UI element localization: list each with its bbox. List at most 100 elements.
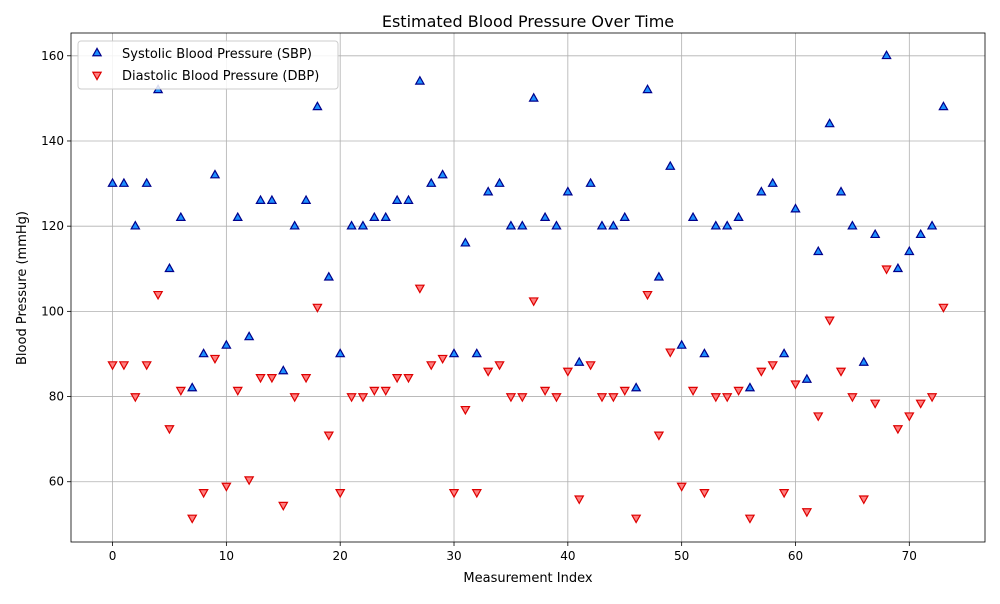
dbp-point: [585, 361, 596, 371]
sbp-point: [312, 101, 323, 111]
dbp-point: [448, 489, 460, 499]
plot-frame: [70, 32, 986, 543]
dbp-point: [938, 303, 949, 313]
sbp-point: [346, 220, 357, 230]
dbp-point: [710, 393, 721, 403]
dbp-point: [756, 367, 767, 377]
sbp-point: [938, 101, 949, 111]
dbp-point: [312, 303, 323, 313]
dbp-point: [619, 386, 630, 396]
dbp-point: [835, 367, 847, 377]
y-tick-label: 140: [41, 134, 64, 148]
sbp-point: [209, 169, 221, 179]
sbp-point: [460, 237, 471, 247]
y-tick-label: 120: [41, 219, 64, 233]
dbp-point: [596, 393, 608, 403]
sbp-point: [426, 177, 437, 187]
sbp-point: [710, 220, 721, 230]
dbp-point: [665, 348, 676, 358]
dbp-point: [175, 386, 187, 396]
dbp-point: [346, 393, 357, 403]
sbp-point: [300, 194, 312, 204]
sbp-point: [391, 194, 403, 204]
sbp-point: [642, 84, 653, 94]
dbp-point: [869, 399, 881, 409]
dbp-point: [562, 367, 574, 377]
dbp-point: [323, 431, 334, 441]
dbp-point: [380, 386, 391, 396]
sbp-point: [335, 348, 346, 358]
sbp-point: [801, 373, 813, 383]
y-tick-label: 100: [41, 304, 64, 318]
y-axis-title: Blood Pressure (mmHg): [15, 211, 30, 365]
dbp-point: [824, 316, 835, 326]
dbp-point: [722, 393, 733, 403]
sbp-point: [551, 220, 562, 230]
sbp-point: [255, 194, 266, 204]
sbp-point: [437, 169, 448, 179]
sbp-point: [539, 211, 551, 222]
dbp-point: [858, 495, 869, 505]
dbp-point: [187, 514, 198, 524]
legend-label-dbp: Diastolic Blood Pressure (DBP): [122, 69, 319, 84]
dbp-point: [471, 489, 482, 499]
dbp-point: [687, 386, 699, 396]
dbp-point: [676, 482, 687, 492]
chart-title: Estimated Blood Pressure Over Time: [382, 12, 674, 31]
sbp-point: [482, 186, 494, 196]
sbp-point: [756, 186, 767, 196]
dbp-point: [744, 514, 756, 524]
dbp-point: [107, 361, 118, 371]
sbp-point: [357, 220, 369, 230]
dbp-point: [608, 393, 619, 403]
sbp-point: [471, 348, 482, 358]
dbp-point: [528, 297, 539, 307]
sbp-point: [517, 220, 528, 230]
dbp-point: [335, 489, 346, 499]
y-tick-label: 60: [49, 475, 64, 489]
sbp-point: [380, 211, 391, 222]
dbp-point: [278, 501, 289, 511]
dbp-point: [369, 386, 380, 396]
dbp-point: [289, 393, 300, 403]
dbp-point: [653, 431, 665, 441]
dbp-point: [221, 482, 232, 492]
dbp-point: [152, 290, 164, 301]
dbp-point: [630, 514, 642, 524]
dbp-point: [881, 265, 892, 275]
sbp-point: [778, 348, 790, 358]
dbp-point: [904, 412, 915, 422]
dbp-point: [118, 361, 130, 371]
legend: Systolic Blood Pressure (SBP) Diastolic …: [77, 40, 339, 90]
sbp-point: [187, 382, 198, 392]
points-layer: [107, 49, 949, 524]
sbp-point: [505, 220, 517, 230]
sbp-point: [221, 339, 232, 349]
dbp-point: [778, 489, 790, 499]
dbp-point: [551, 393, 562, 403]
sbp-point: [585, 177, 596, 187]
dbp-point: [300, 374, 312, 384]
dbp-point: [255, 374, 266, 384]
dbp-point: [209, 354, 221, 365]
dbp-point: [926, 393, 938, 403]
sbp-point: [619, 211, 630, 222]
dbp-point: [391, 374, 403, 384]
dbp-point: [494, 361, 505, 371]
sbp-point: [608, 220, 619, 230]
sbp-point: [676, 339, 687, 349]
sbp-point: [574, 356, 585, 366]
dbp-point: [232, 386, 243, 396]
x-axis-title: Measurement Index: [463, 571, 592, 586]
sbp-point: [892, 262, 904, 273]
sbp-point: [847, 220, 858, 230]
dbp-point: [767, 361, 778, 371]
legend-frame: [77, 40, 339, 90]
dbp-point: [198, 489, 209, 499]
dbp-point: [141, 361, 152, 371]
y-tick-label: 80: [49, 390, 64, 404]
dbp-point: [574, 495, 585, 505]
legend-marker-dbp: [91, 71, 103, 81]
